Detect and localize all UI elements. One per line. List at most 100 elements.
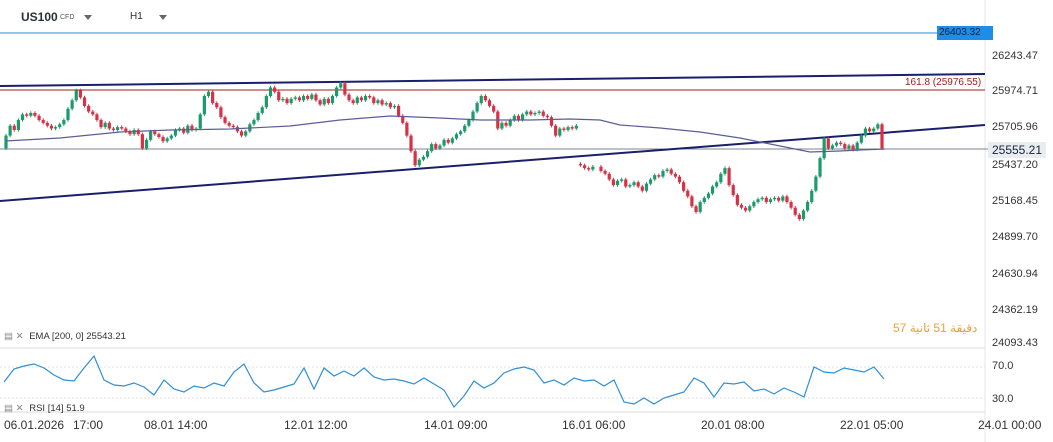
candle-body[interactable]	[661, 170, 665, 177]
candle-body[interactable]	[169, 135, 173, 139]
candle-body[interactable]	[793, 207, 797, 215]
candle-body[interactable]	[727, 168, 731, 186]
candle-body[interactable]	[578, 163, 583, 166]
candle-body[interactable]	[677, 176, 682, 183]
candle-body[interactable]	[120, 127, 124, 129]
candle-body[interactable]	[322, 98, 326, 105]
candle-body[interactable]	[587, 168, 591, 170]
timeframe-label[interactable]: H1	[130, 11, 143, 22]
candle-body[interactable]	[82, 97, 87, 106]
candle-body[interactable]	[797, 214, 801, 220]
candle-body[interactable]	[682, 182, 686, 191]
candle-body[interactable]	[492, 105, 496, 112]
candle-body[interactable]	[471, 111, 475, 121]
candle-body[interactable]	[458, 131, 463, 135]
candle-body[interactable]	[810, 190, 814, 203]
candle-body[interactable]	[252, 120, 256, 125]
candle-body[interactable]	[822, 138, 826, 159]
candle-body[interactable]	[504, 122, 508, 126]
candle-body[interactable]	[74, 90, 78, 101]
candle-body[interactable]	[421, 156, 426, 160]
candle-body[interactable]	[611, 179, 615, 186]
candle-body[interactable]	[388, 103, 392, 108]
candle-body[interactable]	[351, 100, 355, 104]
candle-body[interactable]	[777, 197, 781, 201]
candle-body[interactable]	[479, 96, 483, 104]
candle-body[interactable]	[41, 120, 45, 123]
candle-body[interactable]	[211, 91, 215, 104]
candle-body[interactable]	[33, 112, 37, 116]
candle-body[interactable]	[326, 98, 330, 104]
candle-body[interactable]	[281, 98, 285, 101]
candle-body[interactable]	[330, 96, 335, 104]
candle-body[interactable]	[690, 196, 694, 207]
candle-body[interactable]	[401, 115, 405, 123]
candle-body[interactable]	[607, 173, 611, 180]
candle-body[interactable]	[545, 115, 549, 118]
candle-body[interactable]	[430, 144, 434, 152]
candle-body[interactable]	[537, 111, 541, 113]
candle-body[interactable]	[570, 127, 574, 129]
candle-body[interactable]	[744, 207, 748, 211]
candle-body[interactable]	[434, 144, 438, 149]
candle-body[interactable]	[37, 115, 41, 121]
candle-body[interactable]	[231, 125, 235, 128]
candle-body[interactable]	[264, 96, 268, 108]
candle-body[interactable]	[70, 100, 74, 109]
candle-body[interactable]	[4, 135, 8, 149]
candle-body[interactable]	[409, 135, 413, 152]
candle-body[interactable]	[219, 107, 223, 118]
candle-body[interactable]	[463, 125, 467, 132]
candle-body[interactable]	[562, 128, 566, 130]
candle-body[interactable]	[806, 202, 810, 211]
candle-body[interactable]	[843, 144, 847, 149]
candle-body[interactable]	[756, 199, 760, 203]
candle-body[interactable]	[12, 125, 16, 130]
candle-body[interactable]	[818, 158, 822, 177]
candle-body[interactable]	[339, 83, 343, 88]
candle-body[interactable]	[87, 105, 91, 112]
candle-body[interactable]	[702, 197, 706, 203]
candle-body[interactable]	[347, 94, 351, 101]
candle-body[interactable]	[128, 131, 132, 135]
candle-body[interactable]	[706, 193, 711, 198]
candle-body[interactable]	[173, 129, 178, 136]
candle-body[interactable]	[710, 186, 715, 194]
candle-body[interactable]	[512, 115, 516, 121]
candle-body[interactable]	[868, 128, 872, 132]
candle-body[interactable]	[335, 87, 339, 97]
candle-body[interactable]	[310, 94, 314, 99]
candle-body[interactable]	[876, 124, 880, 129]
candle-body[interactable]	[227, 122, 231, 126]
candle-body[interactable]	[880, 124, 884, 149]
candle-body[interactable]	[285, 98, 289, 104]
candle-body[interactable]	[95, 114, 99, 121]
candle-body[interactable]	[165, 138, 169, 142]
candle-body[interactable]	[665, 169, 669, 171]
candle-body[interactable]	[781, 196, 785, 201]
candle-body[interactable]	[368, 96, 372, 98]
candle-body[interactable]	[620, 179, 624, 181]
candle-body[interactable]	[599, 166, 603, 171]
candle-body[interactable]	[260, 107, 264, 113]
candle-body[interactable]	[25, 114, 29, 116]
candle-body[interactable]	[78, 90, 82, 98]
candle-body[interactable]	[554, 125, 558, 136]
candle-body[interactable]	[293, 97, 297, 99]
symbol-label[interactable]: US100	[21, 10, 58, 24]
candle-body[interactable]	[541, 111, 545, 116]
candle-body[interactable]	[872, 128, 876, 132]
candle-body[interactable]	[140, 134, 144, 149]
candle-body[interactable]	[405, 122, 409, 136]
candle-body[interactable]	[826, 138, 830, 149]
candle-body[interactable]	[624, 179, 628, 187]
candle-body[interactable]	[215, 103, 219, 108]
candle-body[interactable]	[558, 128, 562, 136]
ema-legend[interactable]: ▤ ✕ EMA [200, 0] 25543.21	[4, 331, 126, 342]
candle-body[interactable]	[628, 185, 632, 187]
candle-body[interactable]	[454, 134, 459, 139]
candle-body[interactable]	[235, 127, 240, 132]
candle-body[interactable]	[500, 122, 504, 129]
candle-body[interactable]	[124, 128, 128, 132]
candle-body[interactable]	[425, 151, 430, 157]
